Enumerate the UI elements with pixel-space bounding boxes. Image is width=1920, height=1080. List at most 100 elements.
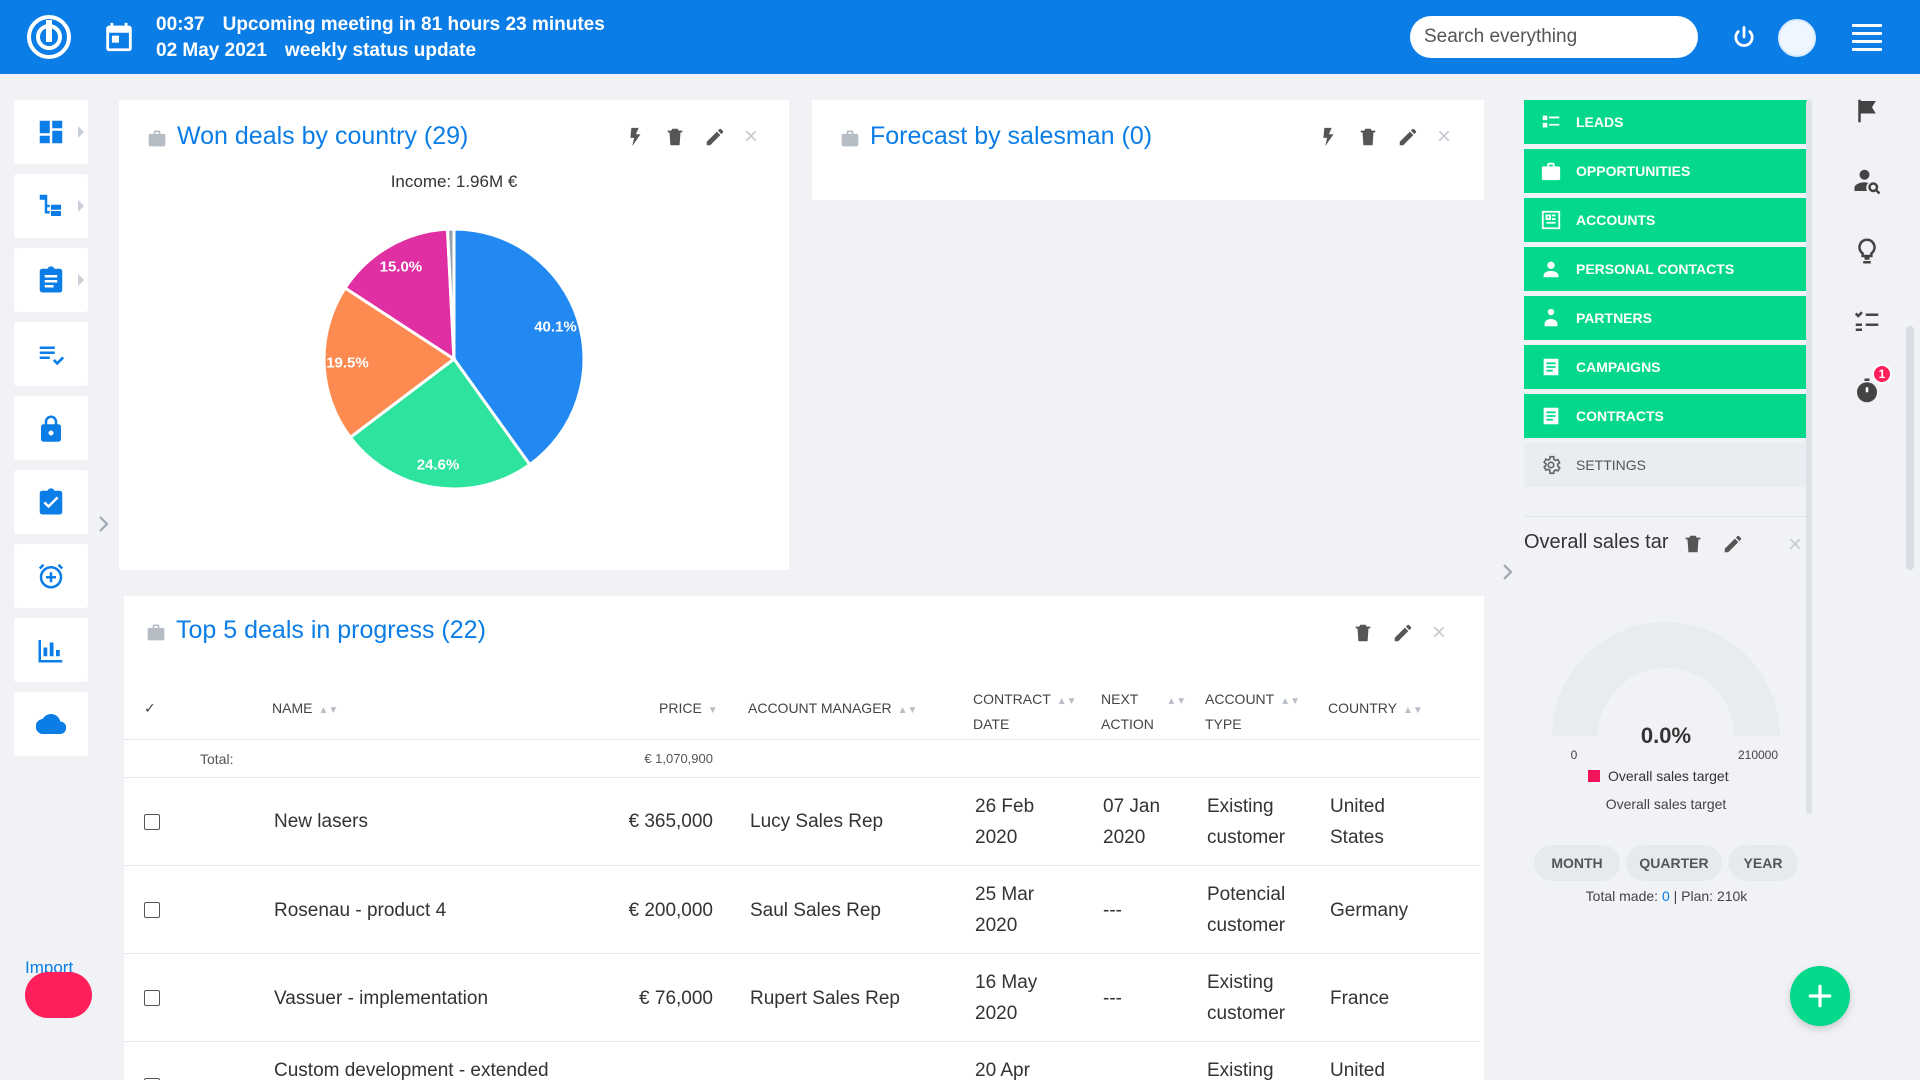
column-name[interactable]: NAME ▲▼ bbox=[272, 700, 339, 716]
pie-slice[interactable] bbox=[445, 227, 456, 360]
sales-target-title[interactable]: Overall sales tar bbox=[1524, 531, 1669, 553]
pencil-icon[interactable] bbox=[704, 126, 726, 148]
lightbulb-icon[interactable] bbox=[1852, 236, 1882, 266]
menu-item-contracts[interactable]: CONTRACTS bbox=[1524, 394, 1807, 438]
add-button[interactable] bbox=[1790, 966, 1850, 1026]
page-scrollbar[interactable] bbox=[1906, 326, 1914, 570]
menu-item-campaigns[interactable]: CAMPAIGNS bbox=[1524, 345, 1807, 389]
expand-sidebar-chevron-icon[interactable] bbox=[96, 512, 112, 536]
sidebar-item-security[interactable] bbox=[14, 396, 88, 460]
trash-icon[interactable] bbox=[1352, 622, 1374, 644]
task-list-icon[interactable] bbox=[1852, 306, 1882, 336]
pencil-icon[interactable] bbox=[1397, 126, 1419, 148]
trash-icon[interactable] bbox=[1682, 533, 1704, 555]
flag-icon[interactable] bbox=[1852, 96, 1882, 126]
meeting-details[interactable]: 02 May 2021 weekly status update bbox=[156, 40, 476, 62]
deal-manager: Saul Sales Rep bbox=[750, 900, 881, 921]
menu-item-label: SETTINGS bbox=[1576, 457, 1647, 473]
column-price[interactable]: PRICE ▼ bbox=[659, 700, 718, 716]
row-checkbox[interactable] bbox=[144, 902, 160, 918]
pie-slice[interactable] bbox=[322, 285, 457, 440]
lightning-icon[interactable] bbox=[624, 126, 646, 148]
total-made-value[interactable]: 0 bbox=[1661, 888, 1670, 904]
table-row[interactable]: Vassuer - implementation € 76,000 Rupert… bbox=[124, 954, 1480, 1042]
pencil-icon[interactable] bbox=[1722, 533, 1744, 555]
calendar-icon[interactable] bbox=[102, 20, 136, 54]
hamburger-menu-icon[interactable] bbox=[1852, 24, 1882, 51]
app-logo-icon[interactable] bbox=[26, 14, 72, 60]
menu-item-opportunities[interactable]: OPPORTUNITIES bbox=[1524, 149, 1807, 193]
dashboard-icon bbox=[39, 120, 63, 144]
column-account-type[interactable]: ACCOUNT ▲▼ TYPE bbox=[1205, 691, 1301, 732]
sidebar-item-tasks[interactable] bbox=[14, 248, 88, 312]
menu-item-partners[interactable]: PARTNERS bbox=[1524, 296, 1807, 340]
table-row[interactable]: Custom development - extended 20 Apr Exi… bbox=[124, 1042, 1480, 1080]
sidebar-item-cloud[interactable] bbox=[14, 692, 88, 756]
close-icon[interactable]: × bbox=[1432, 619, 1447, 646]
sidebar-item-approvals[interactable] bbox=[14, 470, 88, 534]
menu-item-personal-contacts[interactable]: PERSONAL CONTACTS bbox=[1524, 247, 1807, 291]
column-account-manager[interactable]: ACCOUNT MANAGER ▲▼ bbox=[748, 700, 918, 716]
pie-slice[interactable] bbox=[452, 227, 586, 467]
trash-icon[interactable] bbox=[1357, 126, 1379, 148]
deal-name[interactable]: Rosenau - product 4 bbox=[274, 900, 447, 921]
menu-item-leads[interactable]: LEADS bbox=[1524, 100, 1807, 144]
deal-name[interactable]: Custom development - extended bbox=[274, 1060, 549, 1080]
deal-price: € 200,000 bbox=[628, 900, 713, 921]
pencil-icon[interactable] bbox=[1392, 622, 1414, 644]
period-year-button[interactable]: YEAR bbox=[1728, 845, 1798, 881]
user-search-icon[interactable] bbox=[1852, 166, 1882, 196]
alarm-add-icon bbox=[38, 563, 64, 589]
pie-slice[interactable] bbox=[348, 356, 532, 491]
period-quarter-button[interactable]: QUARTER bbox=[1626, 845, 1722, 881]
legend-label[interactable]: Overall sales target bbox=[1608, 768, 1729, 784]
menu-item-label: PERSONAL CONTACTS bbox=[1576, 261, 1735, 277]
close-icon[interactable]: × bbox=[744, 123, 759, 150]
avatar[interactable] bbox=[1778, 19, 1816, 57]
sidebar-item-hierarchy[interactable] bbox=[14, 174, 88, 238]
deal-next-action: --- bbox=[1103, 900, 1122, 921]
won-deals-widget: Won deals by country (29) × Income: 1.96… bbox=[119, 100, 789, 570]
sidebar-item-reports[interactable] bbox=[14, 618, 88, 682]
close-icon[interactable]: × bbox=[1788, 531, 1803, 558]
trash-icon[interactable] bbox=[664, 126, 686, 148]
deal-next-action: 07 Jan 2020 bbox=[1103, 796, 1161, 848]
widget-title[interactable]: Forecast by salesman (0) bbox=[870, 122, 1153, 150]
panel-scrollbar[interactable] bbox=[1806, 100, 1812, 814]
meeting-title: weekly status update bbox=[284, 40, 477, 61]
meeting-reminder[interactable]: 00:37 Upcoming meeting in 81 hours 23 min… bbox=[156, 14, 605, 36]
menu-item-settings[interactable]: SETTINGS bbox=[1524, 443, 1807, 487]
gauge-max: 210000 bbox=[1738, 748, 1778, 762]
search-input[interactable] bbox=[1410, 16, 1698, 58]
sidebar-item-checklist[interactable] bbox=[14, 322, 88, 386]
pie-slice-label: 15.0% bbox=[380, 259, 423, 276]
menu-item-accounts[interactable]: ACCOUNTS bbox=[1524, 198, 1807, 242]
column-country[interactable]: COUNTRY ▲▼ bbox=[1328, 700, 1423, 716]
row-checkbox[interactable] bbox=[144, 1078, 160, 1080]
column-next-action[interactable]: NEXT ▲▼ ACTION bbox=[1101, 691, 1187, 732]
period-month-button[interactable]: MONTH bbox=[1534, 845, 1620, 881]
import-button[interactable] bbox=[25, 972, 92, 1018]
table-row[interactable]: New lasers € 365,000 Lucy Sales Rep 26 F… bbox=[124, 778, 1480, 866]
sidebar-item-dashboard[interactable] bbox=[14, 100, 88, 164]
clipboard-check-icon bbox=[39, 488, 63, 515]
select-all-checkbox[interactable]: ✓ bbox=[144, 700, 156, 716]
collapse-chevron-icon[interactable] bbox=[1500, 560, 1516, 584]
deal-name[interactable]: Vassuer - implementation bbox=[274, 988, 489, 1009]
gear-icon bbox=[1543, 455, 1561, 475]
menu-item-label: LEADS bbox=[1576, 114, 1624, 130]
column-contract-date[interactable]: CONTRACT ▲▼ DATE bbox=[973, 691, 1077, 732]
power-icon[interactable] bbox=[1730, 24, 1758, 52]
row-checkbox[interactable] bbox=[144, 990, 160, 1006]
widget-title[interactable]: Won deals by country (29) bbox=[177, 122, 469, 150]
close-icon[interactable]: × bbox=[1437, 123, 1452, 150]
table-row[interactable]: Rosenau - product 4 € 200,000 Saul Sales… bbox=[124, 866, 1480, 954]
deal-name[interactable]: New lasers bbox=[274, 811, 368, 832]
widget-title[interactable]: Top 5 deals in progress (22) bbox=[176, 616, 486, 644]
sidebar-item-reminders[interactable] bbox=[14, 544, 88, 608]
gauge-percent: 0.0% bbox=[1641, 723, 1691, 748]
pie-slice[interactable] bbox=[343, 227, 456, 362]
row-checkbox[interactable] bbox=[144, 814, 160, 830]
lightning-icon[interactable] bbox=[1317, 126, 1339, 148]
timer-icon[interactable] bbox=[1852, 376, 1882, 406]
